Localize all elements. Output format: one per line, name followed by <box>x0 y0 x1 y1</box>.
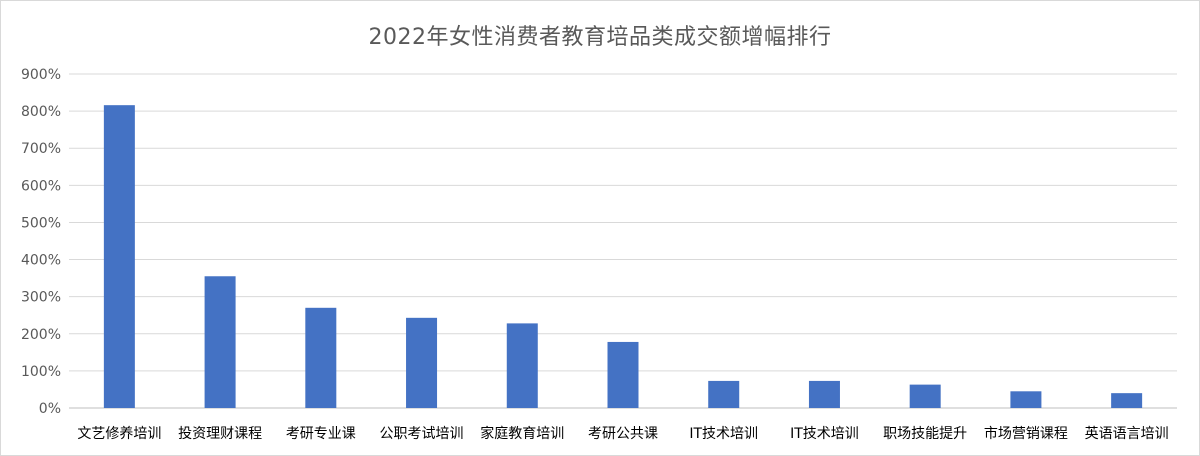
category-label: 市场营销课程 <box>984 425 1068 442</box>
category-label: 英语语言培训 <box>1085 425 1169 442</box>
category-label: 公职考试培训 <box>380 426 464 442</box>
category-labels: 文艺修养培训 投资理财课程 考研专业课 公职考试培训 家庭教育培训 考研公共课 IT技术培训… <box>77 425 1168 442</box>
bar <box>607 341 639 408</box>
y-tick-label: 700% <box>21 141 61 157</box>
chart-title: 2022年女性消费者教育培品类成交额增幅排行 <box>368 25 832 50</box>
category-label: 家庭教育培训 <box>480 425 564 442</box>
category-label: 投资理财课程 <box>178 426 262 442</box>
y-tick-label: 800% <box>21 104 61 120</box>
y-tick-label: 400% <box>21 253 61 269</box>
bar <box>204 276 236 408</box>
bar <box>1010 391 1042 408</box>
category-label: 文艺修养培训 <box>77 426 161 442</box>
category-label: 考研公共课 <box>588 426 658 442</box>
category-label: IT技术培训 <box>689 426 758 442</box>
bar <box>305 307 337 408</box>
y-tick-labels: 0% 100% 200% 300% 400% 500% 600% 700% 800% 900% <box>21 67 61 417</box>
bar <box>909 384 941 408</box>
bar <box>1111 393 1143 408</box>
y-tick-label: 500% <box>21 215 61 231</box>
y-tick-label: 0% <box>39 401 61 417</box>
bar <box>808 380 840 408</box>
category-label: IT技术培训 <box>790 426 859 442</box>
bar <box>103 105 135 408</box>
y-tick-label: 200% <box>21 327 61 343</box>
bar <box>406 317 438 408</box>
y-tick-label: 900% <box>21 67 61 83</box>
y-tick-label: 100% <box>21 364 61 380</box>
y-tick-label: 600% <box>21 178 61 194</box>
category-label: 考研专业课 <box>286 426 356 442</box>
bar <box>708 380 740 408</box>
category-label: 职场技能提升 <box>883 426 967 442</box>
bar <box>506 323 538 408</box>
bars <box>103 105 1143 408</box>
y-tick-label: 300% <box>21 290 61 306</box>
